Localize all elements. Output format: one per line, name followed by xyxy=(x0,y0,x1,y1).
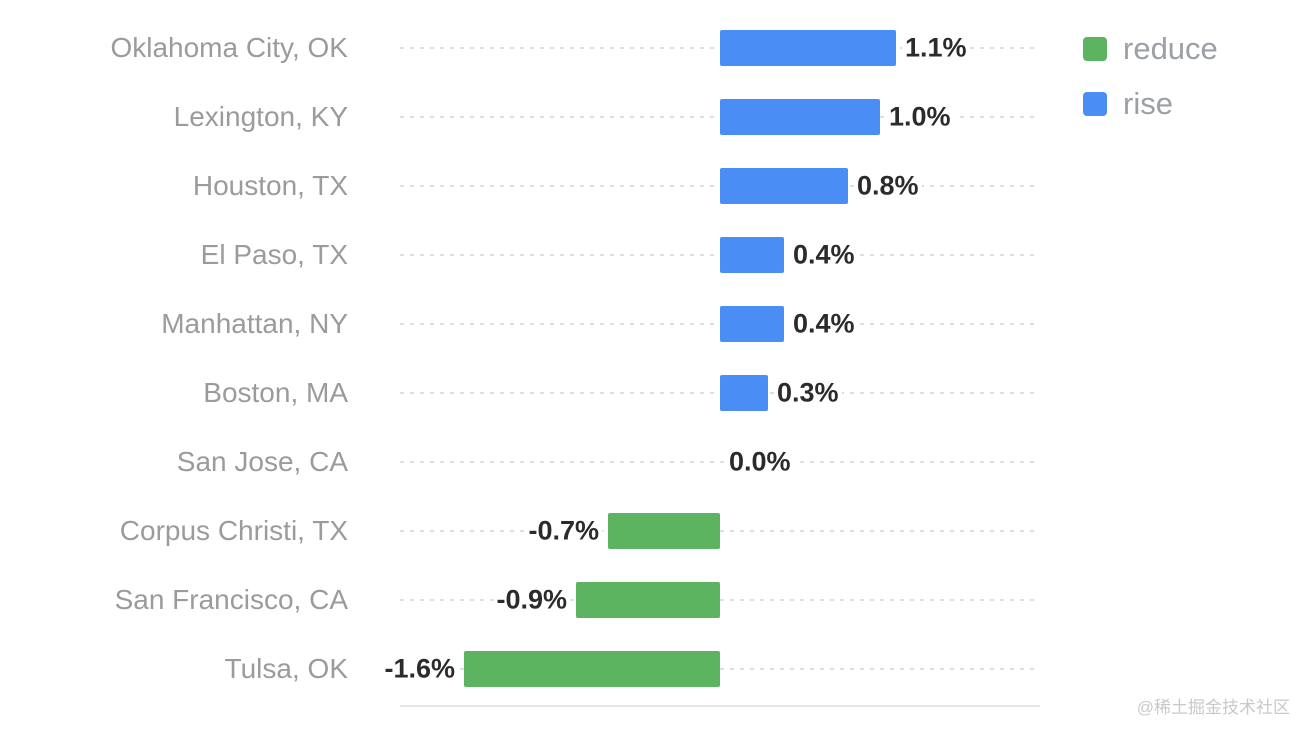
legend-label-reduce: reduce xyxy=(1123,31,1218,66)
value-label: 0.0% xyxy=(726,446,794,477)
chart-row: Oklahoma City, OK 1.1% xyxy=(0,13,1304,82)
chart-row: Boston, MA 0.3% xyxy=(0,358,1304,427)
legend: reduce rise xyxy=(1083,33,1218,143)
plot-area: 0.4% xyxy=(400,289,1040,358)
category-label: San Francisco, CA xyxy=(114,583,348,615)
plot-area: 0.3% xyxy=(400,358,1040,427)
bar-reduce xyxy=(576,581,720,618)
plot-area: 0.8% xyxy=(400,151,1040,220)
chart-rows: Oklahoma City, OK 1.1% Lexington, KY 1.0% Ho… xyxy=(0,13,1304,703)
bar-rise xyxy=(720,236,784,273)
category-label: Manhattan, NY xyxy=(161,307,348,339)
category-label: San Jose, CA xyxy=(176,445,348,477)
value-label: 1.0% xyxy=(886,101,954,132)
x-axis-line xyxy=(400,705,1040,707)
gridline xyxy=(400,460,1040,463)
category-label: Boston, MA xyxy=(203,376,348,408)
value-label: 0.3% xyxy=(774,377,842,408)
plot-area: -1.6% xyxy=(381,634,1040,703)
plot-area: 1.1% xyxy=(400,13,1040,82)
gridline xyxy=(400,529,1040,532)
category-label: Tulsa, OK xyxy=(224,652,348,684)
plot-area: 0.0% xyxy=(400,427,1040,496)
category-label: Lexington, KY xyxy=(173,100,348,132)
value-label: 1.1% xyxy=(902,32,970,63)
chart-row: Tulsa, OK -1.6% xyxy=(0,634,1304,703)
watermark: @稀土掘金技术社区 xyxy=(1136,698,1290,717)
legend-label-rise: rise xyxy=(1123,86,1173,121)
legend-item-rise[interactable]: rise xyxy=(1083,88,1218,119)
value-label: 0.8% xyxy=(854,170,922,201)
bar-rise xyxy=(720,29,896,66)
value-label: -0.9% xyxy=(493,584,570,615)
plot-area: 1.0% xyxy=(400,82,1040,151)
bar-reduce xyxy=(464,650,720,687)
value-label: 0.4% xyxy=(790,239,858,270)
chart-row: Manhattan, NY 0.4% xyxy=(0,289,1304,358)
chart-row: Corpus Christi, TX -0.7% xyxy=(0,496,1304,565)
chart-row: San Jose, CA 0.0% xyxy=(0,427,1304,496)
category-label: Houston, TX xyxy=(192,169,348,201)
legend-swatch-rise-icon xyxy=(1083,91,1107,116)
plot-area: -0.7% xyxy=(400,496,1040,565)
bar-rise xyxy=(720,98,880,135)
chart-row: Lexington, KY 1.0% xyxy=(0,82,1304,151)
bar-rise xyxy=(720,305,784,342)
chart-row: El Paso, TX 0.4% xyxy=(0,220,1304,289)
value-label: 0.4% xyxy=(790,308,858,339)
legend-item-reduce[interactable]: reduce xyxy=(1083,33,1218,64)
bar-rise xyxy=(720,167,848,204)
category-label: Corpus Christi, TX xyxy=(119,514,348,546)
plot-area: 0.4% xyxy=(400,220,1040,289)
plot-area: -0.9% xyxy=(400,565,1040,634)
chart-row: Houston, TX 0.8% xyxy=(0,151,1304,220)
legend-swatch-reduce-icon xyxy=(1083,36,1107,61)
gridline xyxy=(400,667,1040,670)
bar-reduce xyxy=(608,512,720,549)
chart-row: San Francisco, CA -0.9% xyxy=(0,565,1304,634)
value-label: -0.7% xyxy=(525,515,602,546)
category-label: El Paso, TX xyxy=(200,238,348,270)
category-label: Oklahoma City, OK xyxy=(110,31,348,63)
value-label: -1.6% xyxy=(381,653,458,684)
gridline xyxy=(400,598,1040,601)
bar-rise xyxy=(720,374,768,411)
